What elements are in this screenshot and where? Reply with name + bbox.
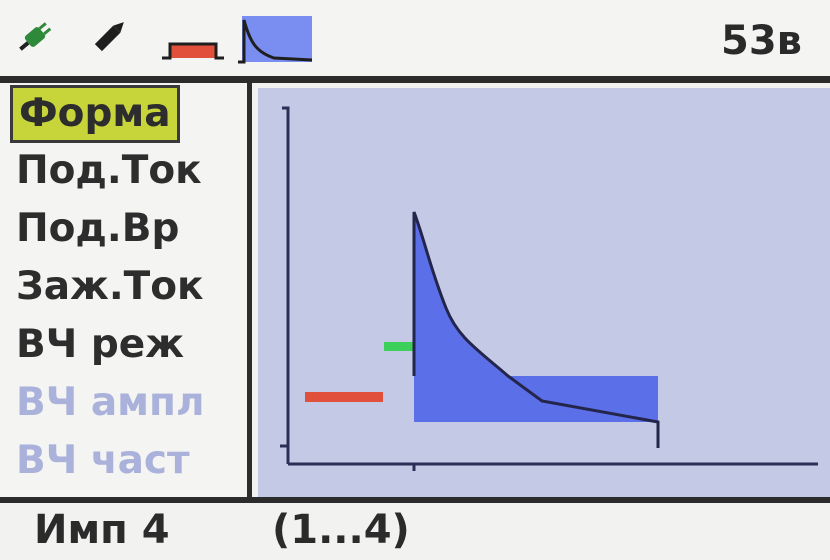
bottom-divider (0, 497, 830, 503)
menu-item-vch-rezh[interactable]: ВЧ реж (16, 322, 184, 367)
current-value: Имп 4 (34, 507, 170, 553)
waveform-shape-icon (234, 12, 314, 70)
waveform-outline (412, 211, 660, 448)
waveform-canvas (280, 106, 818, 471)
menu-item-vch-chast: ВЧ част (16, 438, 190, 483)
waveform-plot (258, 88, 830, 497)
bottom-status-bar: Имп 4 (1...4) (0, 503, 830, 560)
menu-item-zazh-tok[interactable]: Заж.Ток (16, 264, 204, 309)
value-range: (1...4) (272, 507, 410, 553)
pulse-shape-fill (414, 212, 508, 376)
current-pulse-icon (160, 14, 226, 68)
pre-current-marker (305, 392, 383, 402)
menu-item-pod-vr[interactable]: Под.Вр (16, 206, 180, 251)
menu-item-pod-tok[interactable]: Под.Ток (16, 148, 202, 193)
menu-item-forma[interactable]: Форма (10, 85, 180, 143)
plug-icon (12, 14, 58, 64)
ignition-current-marker (384, 342, 416, 351)
pencil-icon (86, 14, 132, 64)
voltage-readout: 53в (721, 18, 802, 64)
top-divider (0, 76, 830, 83)
menu-item-vch-ampl: ВЧ ампл (16, 380, 205, 425)
parameter-menu: Форма Под.Ток Под.Вр Заж.Ток ВЧ реж ВЧ а… (0, 83, 252, 497)
top-status-bar: 53в (0, 0, 830, 76)
y-axis (282, 106, 290, 464)
